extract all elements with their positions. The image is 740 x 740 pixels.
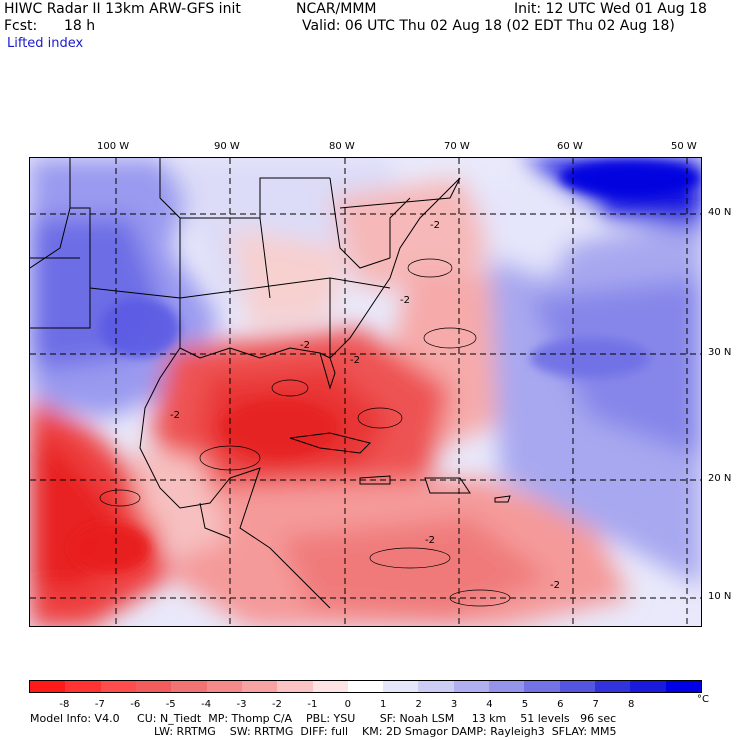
lon-label: 80 W: [329, 141, 355, 152]
contour-label: -2: [300, 340, 310, 351]
colorbar-tick-label: 8: [628, 699, 634, 710]
colorbar-tick-label: -4: [201, 699, 211, 710]
colorbar-tick-label: 5: [522, 699, 528, 710]
colorbar-tick-label: 0: [345, 699, 351, 710]
colorbar-swatch: [206, 681, 242, 692]
colorbar-tick-label: -5: [166, 699, 176, 710]
contour-label: -2: [400, 295, 410, 306]
colorbar-tick-label: 3: [451, 699, 457, 710]
colorbar-tick-label: 1: [380, 699, 386, 710]
model-info-line2: LW: RRTMG SW: RRTMG DIFF: full KM: 2D Sm…: [154, 725, 617, 738]
colorbar-swatch: [135, 681, 172, 692]
lat-label: 40 N: [708, 207, 732, 218]
colorbar-swatch: [489, 681, 525, 692]
lon-label: 100 W: [97, 141, 130, 152]
colorbar-tick-label: -1: [307, 699, 317, 710]
colorbar-swatch: [312, 681, 348, 692]
colorbar-swatch: [418, 681, 454, 692]
fcst-value: 18 h: [64, 18, 96, 34]
lon-label: 60 W: [557, 141, 583, 152]
colorbar-tick-label: 6: [557, 699, 563, 710]
colorbar-swatch: [100, 681, 136, 692]
colorbar-tick-label: -6: [130, 699, 140, 710]
lat-label: 20 N: [708, 473, 732, 484]
colorbar-swatch: [453, 681, 490, 692]
fcst-label: Fcst:: [4, 18, 38, 34]
org-label: NCAR/MMM: [296, 1, 377, 17]
lon-label: 70 W: [444, 141, 470, 152]
field-name: Lifted index: [7, 36, 84, 51]
colorbar-swatch: [630, 681, 666, 692]
colorbar-swatch: [383, 681, 419, 692]
colorbar-swatch: [30, 681, 66, 692]
colorbar-tick-label: 7: [593, 699, 599, 710]
colorbar: [29, 680, 702, 693]
lifted-index-map: -2 -2 -2 -2 -2 -2 -2: [29, 157, 702, 627]
colorbar-swatch: [65, 681, 101, 692]
contour-label: -2: [430, 220, 440, 231]
lat-label: 30 N: [708, 347, 732, 358]
colorbar-swatch: [347, 681, 384, 692]
colorbar-tick-label: -2: [272, 699, 282, 710]
lon-label: 50 W: [671, 141, 697, 152]
colorbar-tick-label: 2: [415, 699, 421, 710]
valid-time: Valid: 06 UTC Thu 02 Aug 18 (02 EDT Thu …: [302, 18, 675, 34]
contour-label: -2: [550, 580, 560, 591]
colorbar-swatch: [595, 681, 631, 692]
model-info-line1: Model Info: V4.0 CU: N_Tiedt MP: Thomp C…: [30, 712, 617, 725]
colorbar-tick-label: -7: [95, 699, 105, 710]
colorbar-tick-label: -8: [59, 699, 69, 710]
lon-label: 90 W: [214, 141, 240, 152]
model-title: HIWC Radar II 13km ARW-GFS init: [4, 1, 241, 17]
colorbar-swatch: [241, 681, 278, 692]
colorbar-unit: °C: [697, 694, 709, 705]
contour-label: -2: [170, 410, 180, 421]
contour-label: -2: [350, 355, 360, 366]
colorbar-tick-label: -3: [237, 699, 247, 710]
colorbar-swatch: [171, 681, 207, 692]
colorbar-swatch: [524, 681, 560, 692]
colorbar-swatch: [665, 681, 701, 692]
colorbar-swatch: [277, 681, 313, 692]
init-time: Init: 12 UTC Wed 01 Aug 18: [514, 1, 707, 17]
contour-label: -2: [425, 535, 435, 546]
lat-label: 10 N: [708, 591, 732, 602]
colorbar-swatch: [559, 681, 595, 692]
colorbar-ticks: -8 -7 -6 -5 -4 -3 -2 -1 0 1 2 3 4 5 6 7 8: [59, 699, 634, 710]
colorbar-tick-label: 4: [486, 699, 492, 710]
